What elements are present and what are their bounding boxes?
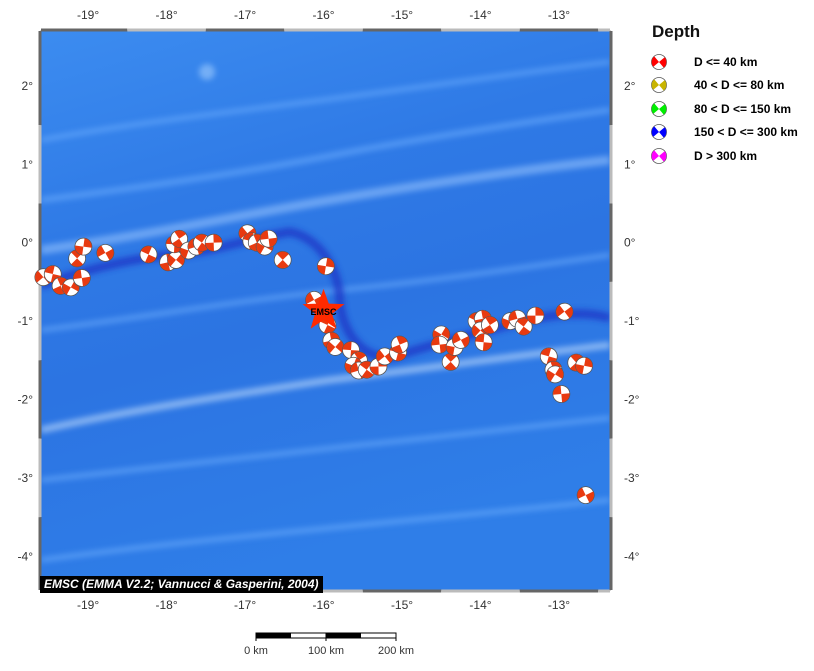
scale-label-200: 200 km: [377, 645, 415, 657]
lon-tick-label-bottom: -17°: [234, 598, 256, 612]
focal-mechanism-marker: [96, 243, 115, 262]
epicenter-star-icon[interactable]: [302, 288, 345, 329]
focal-mechanism-marker: [546, 365, 564, 384]
focal-mechanism-marker: [139, 245, 158, 264]
lat-tick-label-left: 0°: [22, 236, 34, 250]
legend-item-d150: 80 < D <= 150 km: [650, 97, 810, 121]
focal-mechanism-marker: [204, 233, 223, 252]
seafloor-relief: [41, 59, 610, 563]
focal-mechanism-marker: [430, 335, 449, 354]
beachball-icon: [651, 77, 667, 94]
legend-item-d80: 40 < D <= 80 km: [650, 74, 810, 98]
legend-label: 40 < D <= 80 km: [694, 78, 785, 93]
legend-label: 150 < D <= 300 km: [694, 125, 798, 140]
focal-mechanism-marker: [474, 333, 493, 352]
epicenter-marker[interactable]: EMSC: [302, 288, 345, 329]
scale-label-100: 100 km: [307, 645, 345, 657]
beachball-icon: [651, 147, 667, 164]
legend-item-d300: 150 < D <= 300 km: [650, 121, 810, 145]
focal-mechanism-marker: [576, 486, 595, 505]
lat-tick-label-right: -2°: [624, 392, 640, 406]
lon-tick-label-bottom: -18°: [155, 598, 177, 612]
legend-beachball: [651, 124, 667, 141]
lon-tick-label-bottom: -16°: [312, 598, 334, 612]
beachball-icon: [651, 124, 667, 141]
focal-mechanisms: [34, 224, 595, 505]
scale-label-0: 0 km: [244, 645, 268, 657]
legend-label: D > 300 km: [694, 148, 758, 163]
lon-tick-label-top: -19°: [77, 8, 99, 22]
lon-tick-label-top: -13°: [548, 8, 570, 22]
lon-tick-label-top: -17°: [234, 8, 256, 22]
focal-mechanism-marker: [74, 237, 93, 256]
lat-tick-label-left: 1°: [22, 157, 34, 171]
focal-mechanism-marker: [390, 335, 409, 354]
focal-mechanism-marker: [72, 269, 91, 287]
lon-tick-label-bottom: -15°: [391, 598, 413, 612]
lat-tick-label-right: 0°: [624, 236, 636, 250]
focal-mechanism-marker: [555, 302, 574, 321]
depth-legend: Depth D <= 40 km 40 < D <= 80 km 80 < D …: [650, 22, 810, 168]
legend-beachball: [651, 77, 667, 94]
legend-title: Depth: [652, 22, 701, 41]
epicenter-label: EMSC: [311, 307, 338, 317]
legend-item-d40: D <= 40 km: [650, 50, 810, 74]
lat-tick-label-left: -2°: [18, 392, 34, 406]
focal-mechanism-marker: [451, 331, 470, 349]
legend-item-deep: D > 300 km: [650, 144, 810, 168]
lat-tick-label-right: 1°: [624, 157, 636, 171]
beachball-icon: [651, 53, 667, 70]
lat-tick-label-right: -1°: [624, 314, 640, 328]
lat-tick-label-right: -3°: [624, 471, 640, 485]
lon-tick-label-top: -15°: [391, 8, 413, 22]
lon-tick-label-top: -14°: [469, 8, 491, 22]
lat-tick-label-left: -3°: [18, 471, 34, 485]
scale-bar-graphic: [255, 632, 397, 641]
lat-tick-label-left: -4°: [18, 549, 34, 563]
lat-tick-label-right: -4°: [624, 549, 640, 563]
legend-beachball: [651, 100, 667, 117]
focal-mechanism-marker: [273, 251, 292, 269]
legend-beachball: [651, 147, 667, 164]
lon-tick-label-bottom: -19°: [77, 598, 99, 612]
focal-mechanism-marker: [326, 338, 345, 356]
lon-tick-label-top: -18°: [155, 8, 177, 22]
legend-beachball: [651, 53, 667, 70]
lat-tick-label-left: 2°: [22, 79, 34, 93]
beachball-icon: [651, 100, 667, 117]
legend-label: 80 < D <= 150 km: [694, 101, 792, 116]
lon-tick-label-bottom: -14°: [469, 598, 491, 612]
focal-mechanism-marker: [552, 385, 571, 403]
lon-tick-label-top: -16°: [312, 8, 334, 22]
lat-tick-label-left: -1°: [18, 314, 34, 328]
lat-tick-label-right: 2°: [624, 79, 636, 93]
focal-mechanism-marker: [316, 257, 335, 276]
graticule-ticks: -19° -19° -18° -18° -17° -17° -16° -16° -15° -15°…: [18, 8, 640, 612]
credit-label: EMSC (EMMA V2.2; Vannucci & Gasperini, 2…: [40, 576, 323, 593]
legend-label: D <= 40 km: [694, 54, 758, 69]
scale-bar: 0 km 100 km 200 km: [243, 628, 418, 664]
focal-mechanism-marker: [575, 356, 594, 375]
lon-tick-label-bottom: -13°: [548, 598, 570, 612]
focal-mechanism-marker: [259, 229, 278, 248]
focal-mechanism-marker: [481, 316, 499, 334]
focal-mechanism-marker: [526, 306, 545, 325]
